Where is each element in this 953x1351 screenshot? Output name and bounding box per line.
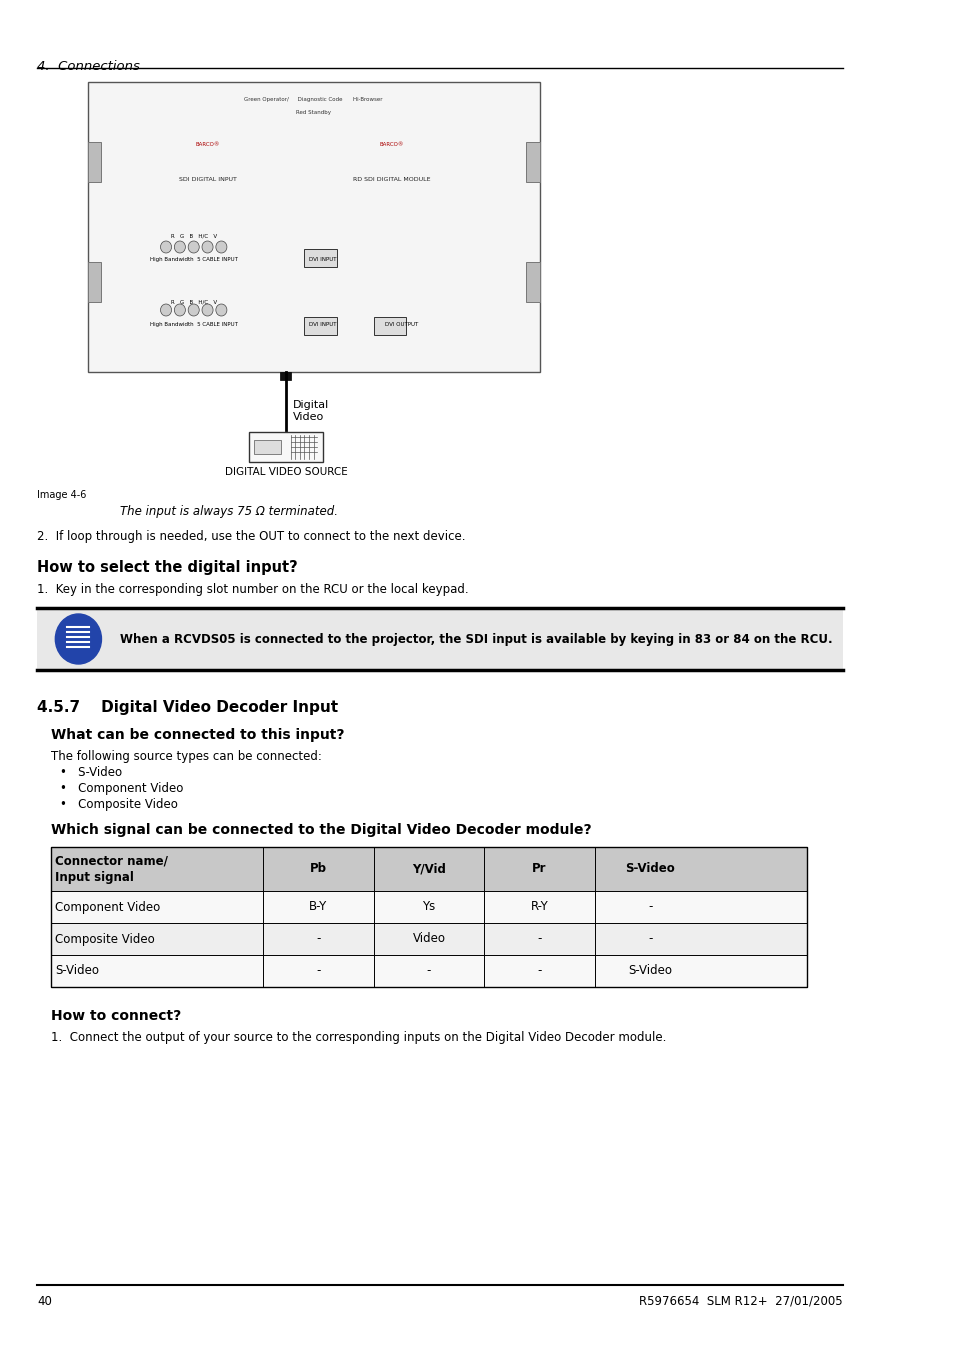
Text: Y/Vid: Y/Vid: [412, 862, 445, 875]
Circle shape: [188, 304, 199, 316]
Text: 1.  Key in the corresponding slot number on the RCU or the local keypad.: 1. Key in the corresponding slot number …: [37, 584, 468, 596]
Bar: [304, 317, 336, 335]
Text: BARCO®: BARCO®: [195, 142, 219, 147]
Text: Composite Video: Composite Video: [55, 932, 155, 946]
Text: •   Composite Video: • Composite Video: [60, 798, 177, 811]
Bar: [37, 608, 842, 670]
Circle shape: [174, 240, 185, 253]
Bar: [51, 847, 806, 892]
Text: -: -: [315, 965, 320, 978]
Text: Video: Video: [412, 932, 445, 946]
Text: -: -: [315, 932, 320, 946]
Text: R5976654  SLM R12+  27/01/2005: R5976654 SLM R12+ 27/01/2005: [639, 1296, 842, 1308]
Bar: [525, 262, 539, 303]
Text: Connector name/: Connector name/: [55, 855, 168, 867]
Bar: [249, 432, 322, 462]
Text: The following source types can be connected:: The following source types can be connec…: [51, 750, 321, 763]
Bar: [304, 249, 336, 267]
Text: 4.  Connections: 4. Connections: [37, 59, 140, 73]
Circle shape: [160, 240, 172, 253]
Text: 4.5.7    Digital Video Decoder Input: 4.5.7 Digital Video Decoder Input: [37, 700, 337, 715]
Text: High Bandwidth  5 CABLE INPUT: High Bandwidth 5 CABLE INPUT: [150, 257, 237, 262]
Bar: [253, 440, 281, 454]
Bar: [88, 262, 101, 303]
Text: R   G   B   H/C   V: R G B H/C V: [171, 234, 216, 239]
Bar: [525, 142, 539, 182]
Text: Pb: Pb: [310, 862, 326, 875]
Bar: [374, 317, 405, 335]
Text: How to connect?: How to connect?: [51, 1009, 181, 1023]
Bar: [51, 955, 806, 988]
Text: R-Y: R-Y: [530, 901, 548, 913]
Text: Pr: Pr: [532, 862, 546, 875]
Circle shape: [215, 304, 227, 316]
Text: DIGITAL VIDEO SOURCE: DIGITAL VIDEO SOURCE: [224, 467, 347, 477]
Text: Input signal: Input signal: [55, 871, 134, 884]
Circle shape: [202, 304, 213, 316]
Text: Component Video: Component Video: [55, 901, 160, 913]
Text: •   S-Video: • S-Video: [60, 766, 122, 780]
Text: DVI INPUT: DVI INPUT: [309, 322, 336, 327]
Bar: [51, 847, 806, 988]
Text: RD SDI DIGITAL MODULE: RD SDI DIGITAL MODULE: [353, 177, 431, 182]
Bar: [88, 142, 101, 182]
Circle shape: [188, 240, 199, 253]
Text: DVI INPUT: DVI INPUT: [309, 257, 336, 262]
Text: B-Y: B-Y: [309, 901, 327, 913]
Bar: [51, 892, 806, 923]
Text: 2.  If loop through is needed, use the OUT to connect to the next device.: 2. If loop through is needed, use the OU…: [37, 530, 465, 543]
Text: Image 4-6: Image 4-6: [37, 490, 86, 500]
Text: -: -: [647, 932, 652, 946]
Circle shape: [215, 240, 227, 253]
Text: -: -: [647, 901, 652, 913]
Circle shape: [174, 304, 185, 316]
Circle shape: [202, 240, 213, 253]
Text: Green Operator/     Diagnostic Code      Hi-Browser: Green Operator/ Diagnostic Code Hi-Brows…: [244, 97, 382, 101]
Text: Ys: Ys: [422, 901, 436, 913]
Bar: [51, 923, 806, 955]
Text: -: -: [426, 965, 431, 978]
Text: What can be connected to this input?: What can be connected to this input?: [51, 728, 344, 742]
Text: How to select the digital input?: How to select the digital input?: [37, 561, 297, 576]
Text: Which signal can be connected to the Digital Video Decoder module?: Which signal can be connected to the Dig…: [51, 823, 591, 838]
Text: R   G   B   H/C   V: R G B H/C V: [171, 300, 216, 305]
Text: S-Video: S-Video: [625, 862, 675, 875]
Text: •   Component Video: • Component Video: [60, 782, 183, 794]
Text: S-Video: S-Video: [628, 965, 672, 978]
Text: -: -: [537, 932, 541, 946]
Text: When a RCVDS05 is connected to the projector, the SDI input is available by keyi: When a RCVDS05 is connected to the proje…: [120, 632, 832, 646]
Text: 1.  Connect the output of your source to the corresponding inputs on the Digital: 1. Connect the output of your source to …: [51, 1031, 665, 1044]
Text: S-Video: S-Video: [55, 965, 99, 978]
Text: High Bandwidth  5 CABLE INPUT: High Bandwidth 5 CABLE INPUT: [150, 322, 237, 327]
Text: Red Standby: Red Standby: [295, 109, 331, 115]
Text: -: -: [537, 965, 541, 978]
Text: 40: 40: [37, 1296, 51, 1308]
Circle shape: [160, 304, 172, 316]
Circle shape: [55, 613, 101, 663]
Text: The input is always 75 Ω terminated.: The input is always 75 Ω terminated.: [120, 505, 337, 517]
Text: Digital
Video: Digital Video: [293, 400, 329, 422]
Bar: [280, 372, 292, 380]
Bar: [88, 82, 539, 372]
Text: BARCO®: BARCO®: [379, 142, 404, 147]
Text: DVI OUTPUT: DVI OUTPUT: [384, 322, 417, 327]
Text: SDI DIGITAL INPUT: SDI DIGITAL INPUT: [178, 177, 236, 182]
